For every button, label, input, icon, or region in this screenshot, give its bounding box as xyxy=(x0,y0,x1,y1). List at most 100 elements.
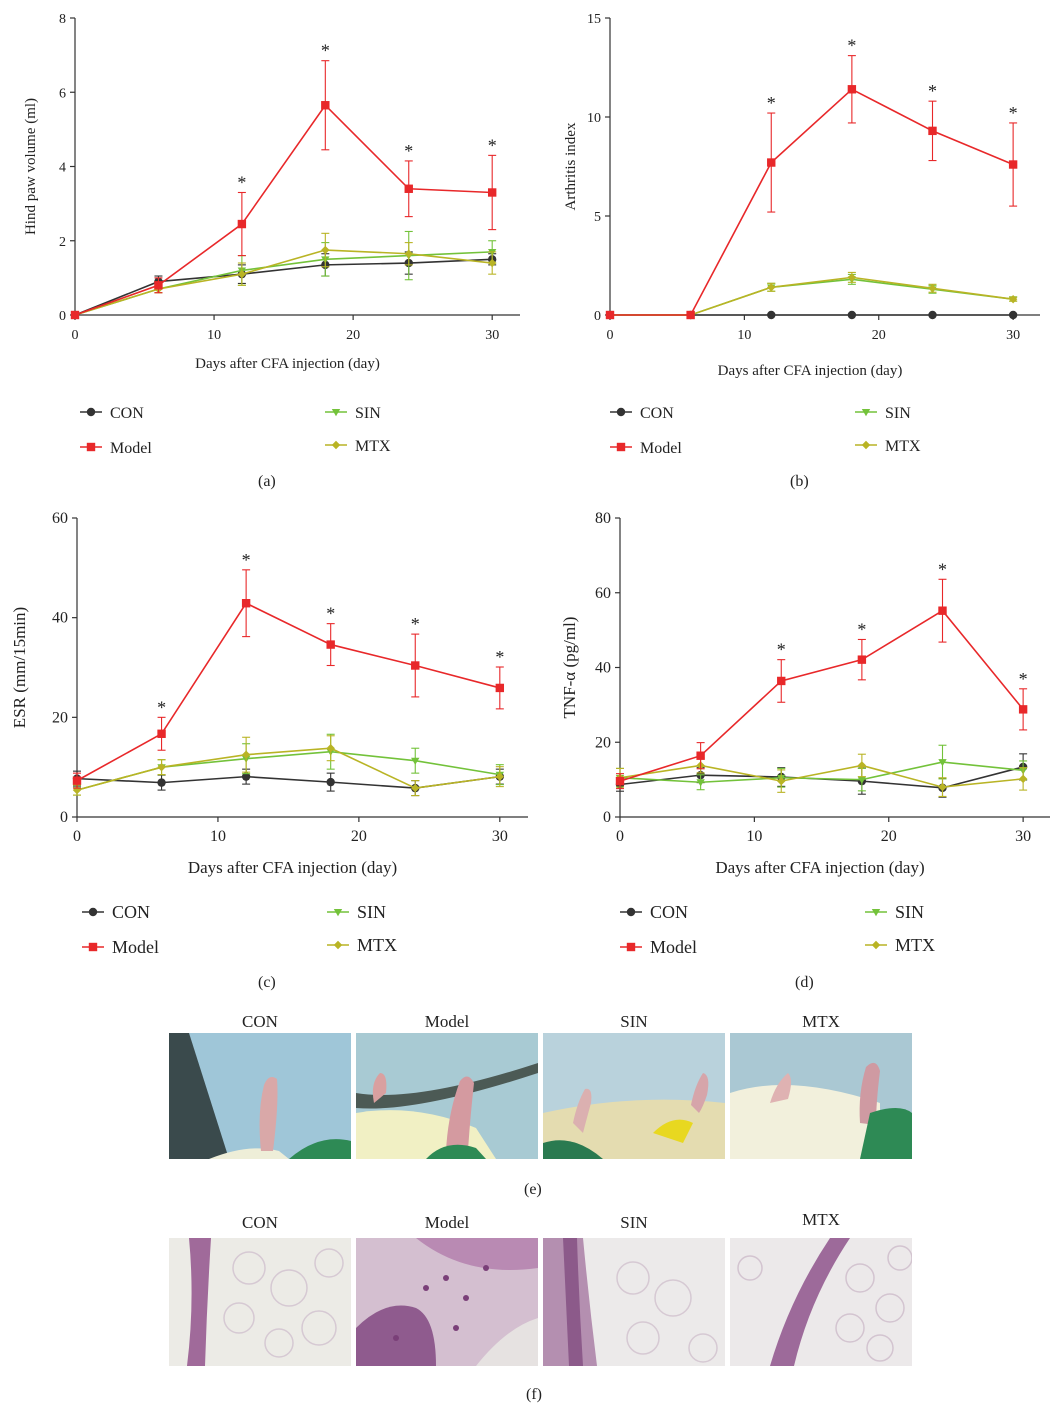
x-tick-label: 10 xyxy=(737,328,751,343)
paw-photo-model xyxy=(356,1033,538,1159)
legend-marker xyxy=(626,942,636,952)
significance-star: * xyxy=(237,172,246,192)
y-tick-label: 0 xyxy=(594,309,601,324)
data-point xyxy=(605,310,615,320)
data-point xyxy=(72,785,82,795)
series-mtx xyxy=(72,735,505,797)
panel-label: (b) xyxy=(790,473,809,490)
legend-label-model: Model xyxy=(112,937,159,957)
legend-marker xyxy=(616,442,626,452)
panel-label-e: (e) xyxy=(524,1181,542,1198)
x-tick-label: 30 xyxy=(492,828,508,845)
y-tick-label: 6 xyxy=(59,86,66,101)
y-axis-label: Hind paw volume (ml) xyxy=(23,98,39,235)
legend-marker xyxy=(861,409,871,417)
data-point xyxy=(411,661,420,670)
series-line-model xyxy=(76,602,501,782)
legend-marker xyxy=(88,907,98,917)
data-point xyxy=(157,729,166,738)
data-point xyxy=(686,310,695,320)
significance-star: * xyxy=(326,604,335,624)
data-point xyxy=(857,776,867,784)
data-point xyxy=(326,640,335,649)
histology-photo-mtx xyxy=(730,1238,912,1366)
photo-e-label-sin: SIN xyxy=(620,1012,648,1031)
paw-photo-sin xyxy=(543,1033,725,1159)
y-tick-label: 20 xyxy=(52,709,68,726)
significance-star: * xyxy=(777,640,786,660)
x-tick-label: 30 xyxy=(485,328,499,343)
data-point xyxy=(928,310,937,320)
panel-label: (d) xyxy=(795,974,814,991)
data-point xyxy=(241,772,251,781)
series-line-con xyxy=(74,258,493,316)
x-tick-label: 10 xyxy=(210,828,226,845)
x-axis-label: Days after CFA injection (day) xyxy=(195,356,380,372)
data-point xyxy=(928,284,937,293)
significance-star: * xyxy=(857,619,866,639)
data-point xyxy=(326,744,335,753)
histology-photo-model xyxy=(356,1238,538,1366)
data-point xyxy=(938,759,947,767)
data-point xyxy=(241,599,251,608)
data-point xyxy=(847,273,857,282)
data-point xyxy=(487,258,497,268)
series-line-model xyxy=(74,104,493,316)
legend-marker xyxy=(86,407,96,417)
series-line-sin xyxy=(619,761,1024,784)
data-point xyxy=(237,269,247,279)
significance-star: * xyxy=(495,647,504,667)
series-line-mtx xyxy=(610,276,1014,316)
significance-star: * xyxy=(321,41,330,61)
legend-label-sin: SIN xyxy=(885,405,911,422)
y-tick-label: 0 xyxy=(60,809,68,826)
data-point xyxy=(938,782,947,792)
legend: CON Model SIN MTX xyxy=(82,902,397,957)
paw-photo-mtx xyxy=(730,1033,912,1159)
legend-marker xyxy=(88,942,98,952)
series-line-sin xyxy=(76,750,500,791)
legend-label-model: Model xyxy=(650,937,697,957)
data-point xyxy=(404,249,413,258)
data-point xyxy=(938,606,947,615)
data-point xyxy=(696,751,705,760)
y-tick-label: 40 xyxy=(595,660,611,677)
series-model xyxy=(605,55,1018,320)
legend-marker xyxy=(616,407,626,417)
x-tick-label: 20 xyxy=(346,328,360,343)
data-point xyxy=(157,762,166,772)
chart-2: 0 5 10 15 0 10 20 30 Days after CFA injection (d… xyxy=(563,12,1040,490)
legend-marker xyxy=(331,440,341,450)
data-point xyxy=(1018,774,1028,784)
data-point xyxy=(767,310,776,320)
legend: CON Model SIN MTX xyxy=(610,405,921,457)
series-line-mtx xyxy=(619,764,1024,788)
data-point xyxy=(1008,310,1018,320)
photo-f-label-mtx: MTX xyxy=(802,1210,840,1229)
y-axis-label: Arthritis index xyxy=(563,122,579,210)
legend-label-sin: SIN xyxy=(355,405,381,422)
series-line-sin xyxy=(610,278,1014,316)
series-sin xyxy=(70,230,497,320)
significance-star: * xyxy=(1019,669,1028,689)
series-mtx xyxy=(70,232,497,320)
series-model xyxy=(70,60,497,320)
data-point xyxy=(157,778,166,787)
legend-marker xyxy=(333,909,343,917)
photo-e-label-con: CON xyxy=(242,1012,278,1031)
legend-label-mtx: MTX xyxy=(885,438,921,455)
x-tick-label: 0 xyxy=(616,828,624,845)
legend-marker xyxy=(626,907,636,917)
significance-star: * xyxy=(488,135,497,155)
data-point xyxy=(495,683,505,693)
data-point xyxy=(237,219,247,229)
series-model xyxy=(615,578,1028,790)
photo-f-label-model: Model xyxy=(424,1213,470,1232)
data-point xyxy=(411,757,420,765)
data-point xyxy=(1008,160,1018,169)
significance-star: * xyxy=(847,36,856,56)
data-point xyxy=(847,310,857,320)
y-tick-label: 4 xyxy=(59,161,66,176)
data-point xyxy=(696,779,705,787)
legend-label-mtx: MTX xyxy=(895,935,935,955)
